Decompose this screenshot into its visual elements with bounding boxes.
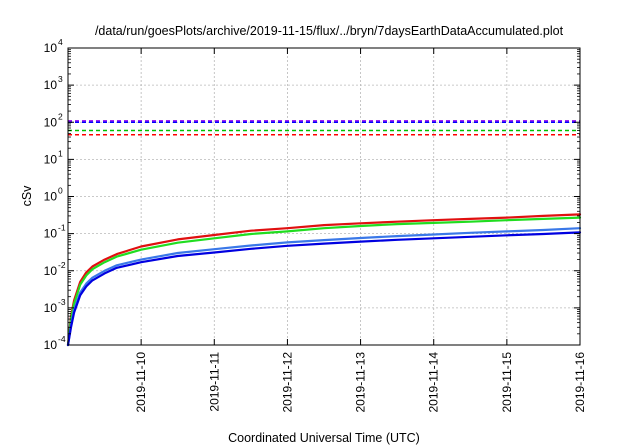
series-line <box>66 231 582 347</box>
x-tick-label: 2019-11-15 <box>500 352 514 413</box>
y-tick-exponent: 4 <box>58 37 63 47</box>
y-tick-exponent: 3 <box>58 74 63 84</box>
chart-title: /data/run/goesPlots/archive/2019-11-15/f… <box>95 24 564 38</box>
y-tick-label: 10 <box>44 190 58 204</box>
x-tick-label: 2019-11-13 <box>354 352 368 413</box>
y-tick-label: 10 <box>44 78 58 92</box>
series-line <box>66 213 582 347</box>
threshold-lines <box>68 119 580 136</box>
y-tick-exponent: 2 <box>58 111 63 121</box>
y-tick-label: 10 <box>44 264 58 278</box>
x-tick-label: 2019-11-14 <box>427 352 441 413</box>
y-tick-exponent: -4 <box>58 334 66 344</box>
x-tick-label: 2019-11-16 <box>573 352 587 413</box>
y-tick-label: 10 <box>44 301 58 315</box>
series-line <box>66 216 582 347</box>
grid <box>68 48 580 345</box>
x-axis: 2019-11-10 2019-11-11 2019-11-12 2019-11-13… <box>134 48 587 413</box>
y-tick-exponent: -1 <box>58 223 66 233</box>
y-tick-label: 10 <box>44 227 58 241</box>
data-series <box>66 213 582 347</box>
x-tick-label: 2019-11-12 <box>280 352 294 413</box>
y-tick-exponent: 1 <box>58 148 63 158</box>
x-tick-label: 2019-11-11 <box>207 352 221 412</box>
y-tick-exponent: 0 <box>58 186 63 196</box>
series-line <box>66 227 582 347</box>
y-axis-label: cSv <box>20 185 34 207</box>
x-tick-label: 2019-11-10 <box>134 352 148 413</box>
x-axis-label: Coordinated Universal Time (UTC) <box>228 431 420 445</box>
y-tick-exponent: -2 <box>58 260 66 270</box>
y-tick-exponent: -3 <box>58 297 66 307</box>
y-tick-label: 10 <box>44 152 58 166</box>
y-tick-label: 10 <box>44 338 58 352</box>
y-tick-label: 10 <box>44 115 58 129</box>
y-tick-label: 10 <box>44 41 58 55</box>
